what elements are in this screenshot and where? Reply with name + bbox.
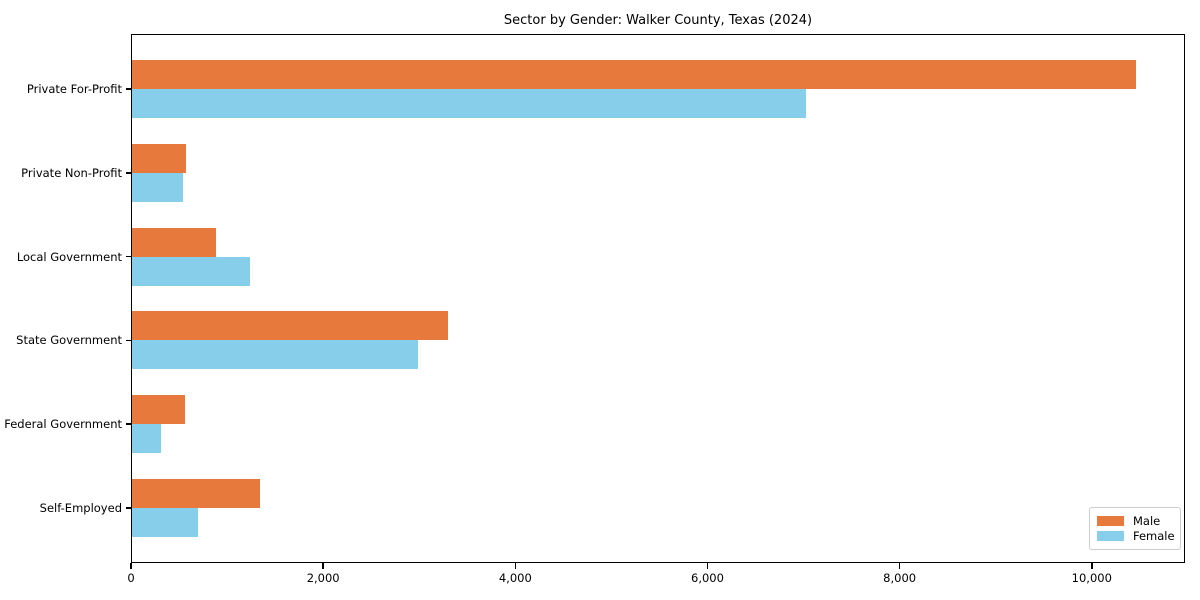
plot-area	[131, 34, 1185, 563]
male-bar	[132, 395, 186, 425]
x-tick-mark	[322, 563, 324, 569]
y-tick-mark	[125, 339, 131, 342]
x-tick-label: 10,000	[1071, 571, 1112, 585]
male-color-swatch	[1097, 515, 1124, 526]
female-color-swatch	[1097, 531, 1124, 542]
male-bar	[132, 143, 187, 173]
y-tick-mark	[125, 172, 131, 174]
y-tick-mark	[125, 507, 131, 509]
female-bar	[132, 256, 251, 286]
y-tick-mark	[125, 423, 131, 425]
y-axis-label: Local Government	[16, 249, 122, 264]
female-bar	[132, 172, 184, 202]
y-axis-label: Federal Government	[4, 417, 122, 432]
legend-item-male: Male	[1097, 514, 1173, 528]
legend: Male Female	[1089, 507, 1181, 550]
female-bar	[132, 508, 198, 537]
y-tick-mark	[125, 255, 131, 258]
female-bar	[132, 340, 418, 370]
x-tick-mark	[898, 563, 901, 569]
y-axis-label: Private Non-Profit	[21, 165, 122, 180]
x-tick-mark	[1091, 563, 1093, 569]
y-tick-mark	[125, 88, 131, 90]
chart-title: Sector by Gender: Walker County, Texas (…	[503, 13, 813, 28]
legend-item-female: Female	[1097, 529, 1175, 544]
x-tick-label: 4,000	[498, 571, 532, 585]
x-tick-label: 6,000	[691, 571, 724, 585]
x-tick-label: 2,000	[306, 571, 340, 585]
x-tick-label: 0	[127, 571, 135, 585]
male-bar	[132, 479, 261, 508]
y-axis-label: Self-Employed	[39, 501, 122, 515]
female-bar	[132, 424, 161, 454]
y-axis-label: Private For-Profit	[26, 82, 122, 96]
legend-label-female: Female	[1133, 529, 1175, 544]
x-tick-mark	[130, 563, 132, 569]
female-bar	[132, 89, 806, 118]
x-tick-label: 8,000	[883, 571, 917, 585]
male-bar	[132, 60, 1137, 89]
legend-label-male: Male	[1133, 513, 1161, 528]
x-tick-mark	[514, 563, 517, 569]
male-bar	[132, 227, 216, 257]
male-bar	[132, 311, 449, 341]
y-axis-label: State Government	[16, 333, 122, 348]
x-tick-mark	[706, 563, 709, 569]
